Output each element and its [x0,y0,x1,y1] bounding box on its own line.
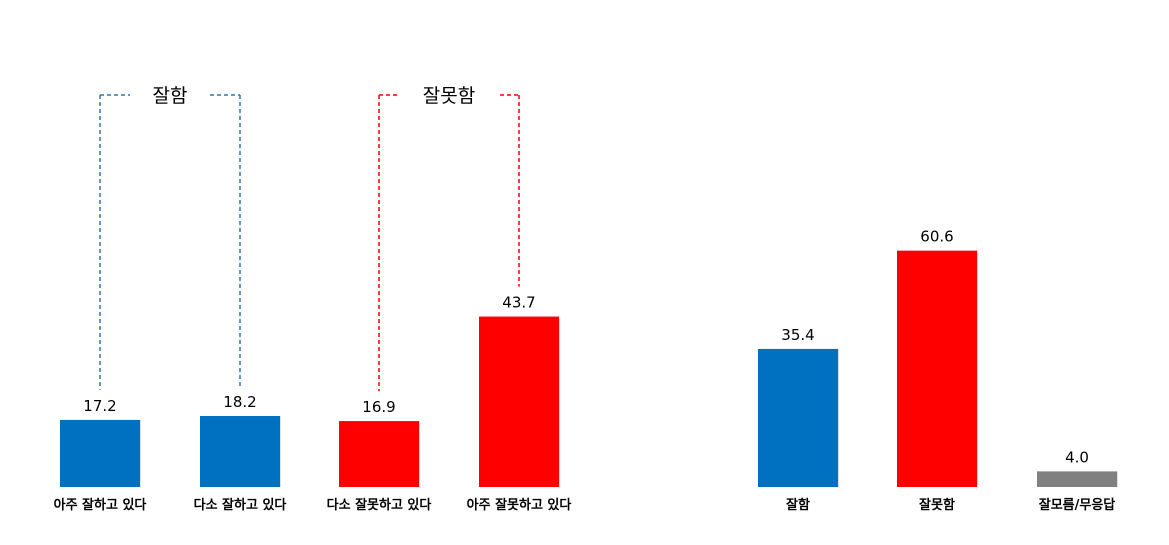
category-label: 아주 잘하고 있다 [54,497,147,513]
data-label: 4.0 [1065,448,1089,466]
category-label: 잘모름/무응답 [1039,498,1116,513]
data-label: 43.7 [502,294,535,312]
group-label: 잘함 [153,85,188,107]
category-label: 잘함 [786,497,810,513]
group-label: 잘못함 [423,85,475,107]
bar [1037,471,1117,487]
data-label: 35.4 [781,326,814,344]
bar [479,316,559,487]
data-label: 16.9 [362,398,395,416]
category-label: 아주 잘못하고 있다 [467,497,572,513]
bar [758,348,838,487]
category-label: 잘못함 [919,497,955,513]
data-label: 60.6 [920,228,953,246]
category-label: 다소 잘못하고 있다 [327,497,432,513]
bar [200,416,280,487]
category-label: 다소 잘하고 있다 [194,497,287,513]
bar [60,419,140,487]
bar [897,250,977,487]
data-label: 17.2 [83,397,116,415]
bar [339,421,419,487]
data-label: 18.2 [223,393,256,411]
